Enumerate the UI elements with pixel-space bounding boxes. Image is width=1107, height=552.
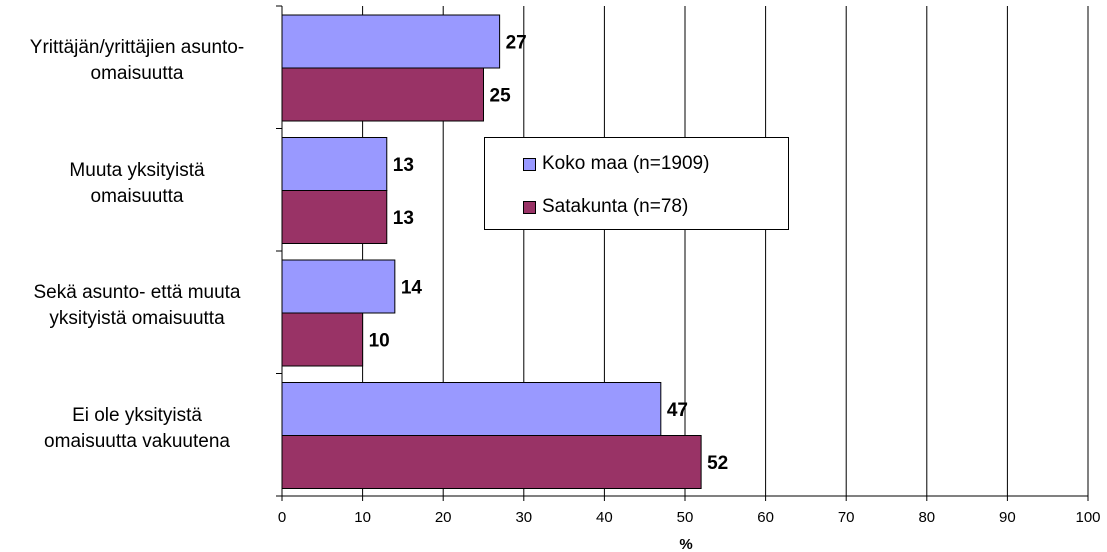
x-tick-label-0: 0 <box>278 509 286 526</box>
bar-s1-c4 <box>281 382 662 436</box>
x-tick-label-30: 30 <box>515 509 532 526</box>
bar-s2-c4 <box>281 435 702 489</box>
category-label-4-line-1: Ei ole yksityistä <box>72 404 202 426</box>
x-tick-label-50: 50 <box>677 509 694 526</box>
data-label-s1-c2: 13 <box>393 155 414 176</box>
category-label-3-line-1: Sekä asunto- että muuta <box>33 282 241 304</box>
data-label-s1-c3: 14 <box>401 278 423 299</box>
bar-s1-c1 <box>281 14 501 69</box>
category-label-4: Ei ole yksityistä omaisuutta vakuutena <box>2 403 272 455</box>
x-tick-label-40: 40 <box>596 509 613 526</box>
bar-s2-c2 <box>281 190 388 244</box>
category-label-1-line-1: Yrittäjän/yrittäjien asunto- <box>29 37 245 59</box>
legend-swatch-2 <box>523 200 536 214</box>
bar-s1-c3 <box>281 259 396 314</box>
data-label-s2-c4: 52 <box>707 453 728 474</box>
x-tick-label-80: 80 <box>918 509 935 526</box>
legend-label-1: Koko maa (n=1909) <box>542 153 710 174</box>
data-label-s2-c2: 13 <box>393 208 414 229</box>
x-tick-label-100: 100 <box>1075 509 1100 526</box>
x-tick-label-20: 20 <box>435 509 452 526</box>
data-labels: 27 13 14 47 25 13 10 52 <box>369 33 729 475</box>
data-label-s2-c1: 25 <box>490 86 512 107</box>
x-tick-label-90: 90 <box>999 509 1016 526</box>
category-label-3: Sekä asunto- että muuta yksityistä omaisu… <box>2 280 272 332</box>
axes <box>276 5 1089 501</box>
bar-s2-c3 <box>281 312 364 367</box>
x-tick-label-60: 60 <box>757 509 774 526</box>
legend-swatch-1 <box>523 157 536 171</box>
category-label-2: Muuta yksityistä omaisuutta <box>2 158 272 210</box>
x-tick-label-10: 10 <box>354 509 371 526</box>
category-label-2-line-1: Muuta yksityistä <box>69 159 205 181</box>
bar-s2-c1 <box>281 67 484 122</box>
legend: Koko maa (n=1909) Satakunta (n=78) <box>484 137 789 230</box>
bar-s1-c2 <box>281 137 388 191</box>
category-label-1: Yrittäjän/yrittäjien asunto-omaisuutta <box>2 35 272 87</box>
data-label-s1-c4: 47 <box>667 400 688 421</box>
category-label-3-line-2: yksityistä omaisuutta <box>49 308 225 330</box>
x-axis-label: % <box>679 536 692 552</box>
category-label-4-line-2: omaisuutta vakuutena <box>44 430 230 452</box>
x-tick-label-70: 70 <box>838 509 855 526</box>
bars <box>281 14 702 489</box>
data-label-s1-c1: 27 <box>506 33 527 54</box>
legend-item-series-1: Koko maa (n=1909) <box>523 153 709 175</box>
data-label-s2-c3: 10 <box>369 331 390 352</box>
category-label-2-line-2: omaisuutta <box>90 185 184 207</box>
x-tick-labels: 0 10 20 30 40 50 60 70 80 90 100 <box>278 509 1101 526</box>
legend-label-2: Satakunta (n=78) <box>542 196 689 217</box>
legend-item-series-2: Satakunta (n=78) <box>523 196 688 218</box>
category-label-1-line-2: omaisuutta <box>90 63 184 85</box>
